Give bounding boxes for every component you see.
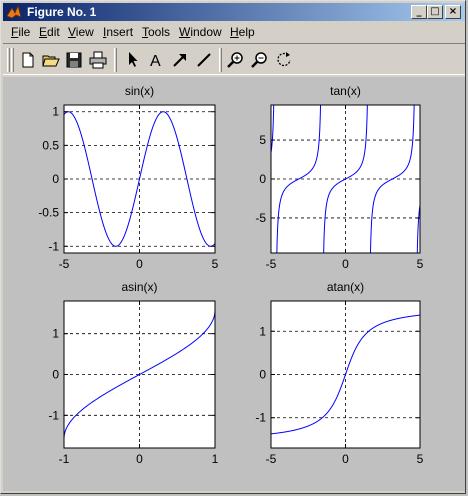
matlab-logo-icon	[6, 4, 22, 19]
new-figure-icon[interactable]	[17, 49, 39, 71]
save-icon[interactable]	[63, 49, 85, 71]
x-tick-label: 5	[212, 257, 219, 271]
y-tick-label: -5	[255, 211, 266, 225]
series-line	[64, 111, 215, 247]
plot-title: asin(x)	[121, 280, 157, 294]
y-tick-label: 0	[52, 368, 59, 382]
minimize-button[interactable]: _	[411, 5, 427, 19]
x-tick-label: -1	[59, 452, 70, 466]
y-tick-label: 5	[259, 133, 266, 147]
x-tick-label: -5	[266, 257, 277, 271]
axes-sin: -5 0 5 -1 -0.5 0 0.5 1 sin(x)	[38, 84, 218, 271]
axes-asin: -1 0 1 -1 0 1 asin(x)	[48, 280, 218, 466]
y-tick-label: -1	[255, 411, 266, 425]
print-icon[interactable]	[87, 49, 109, 71]
toolbar: A	[3, 43, 465, 75]
figure-area: -5 0 5 -1 -0.5 0 0.5 1 sin(x) -5 0 5 -5 0 5 tan(x) -1 0 1-…	[3, 77, 465, 491]
menu-bar: File Edit View Insert Tools Window Help	[3, 23, 465, 41]
axes-atan: -5 0 5 -1 0 1 atan(x)	[255, 280, 423, 466]
menu-insert[interactable]: Insert	[103, 25, 134, 39]
rotate-3d-icon[interactable]	[273, 49, 295, 71]
x-tick-label: 1	[212, 452, 219, 466]
series-line	[271, 105, 420, 253]
x-tick-label: 0	[342, 257, 349, 271]
y-tick-label: 1	[52, 327, 59, 341]
x-tick-label: -5	[266, 452, 277, 466]
plot-title: sin(x)	[125, 84, 154, 98]
toolbar-separator	[114, 48, 117, 72]
x-tick-label: -5	[59, 257, 70, 271]
svg-text:A: A	[150, 53, 161, 70]
y-tick-label: 0.5	[42, 138, 59, 152]
maximize-button[interactable]: □	[427, 5, 443, 19]
toolbar-separator	[219, 48, 222, 72]
y-tick-label: -1	[48, 408, 59, 422]
y-tick-label: 0	[259, 172, 266, 186]
menu-window[interactable]: Window	[179, 25, 222, 39]
y-tick-label: 1	[52, 105, 59, 119]
select-arrow-icon[interactable]	[122, 49, 144, 71]
insert-line-icon[interactable]	[193, 49, 215, 71]
insert-arrow-icon[interactable]	[169, 49, 191, 71]
y-tick-label: -0.5	[38, 206, 59, 220]
window-title: Figure No. 1	[27, 5, 97, 19]
x-tick-label: 0	[136, 257, 143, 271]
series-line	[271, 314, 420, 435]
zoom-out-icon[interactable]	[249, 49, 271, 71]
y-tick-label: -1	[48, 239, 59, 253]
series-line	[64, 310, 215, 439]
close-button[interactable]: ×	[445, 5, 461, 19]
x-tick-label: 5	[417, 257, 424, 271]
plot-title: tan(x)	[330, 84, 361, 98]
y-tick-label: 0	[52, 172, 59, 186]
toolbar-grip[interactable]	[11, 48, 14, 72]
toolbar-grip[interactable]	[7, 48, 10, 72]
x-tick-label: 5	[417, 452, 424, 466]
menu-file[interactable]: File	[11, 25, 31, 39]
y-tick-label: 0	[259, 368, 266, 382]
title-bar[interactable]: Figure No. 1 _ □ ×	[3, 3, 465, 21]
insert-text-icon[interactable]: A	[145, 49, 167, 71]
x-tick-label: 0	[342, 452, 349, 466]
zoom-in-icon[interactable]	[225, 49, 247, 71]
menu-view[interactable]: View	[68, 25, 94, 39]
menu-help[interactable]: Help	[230, 25, 255, 39]
menu-tools[interactable]: Tools	[142, 25, 171, 39]
open-file-icon[interactable]	[40, 49, 62, 71]
menu-edit[interactable]: Edit	[39, 25, 60, 39]
axes-tan: -5 0 5 -5 0 5 tan(x)	[255, 84, 424, 271]
y-tick-label: 1	[259, 324, 266, 338]
plot-title: atan(x)	[327, 280, 364, 294]
x-tick-label: 0	[136, 452, 143, 466]
